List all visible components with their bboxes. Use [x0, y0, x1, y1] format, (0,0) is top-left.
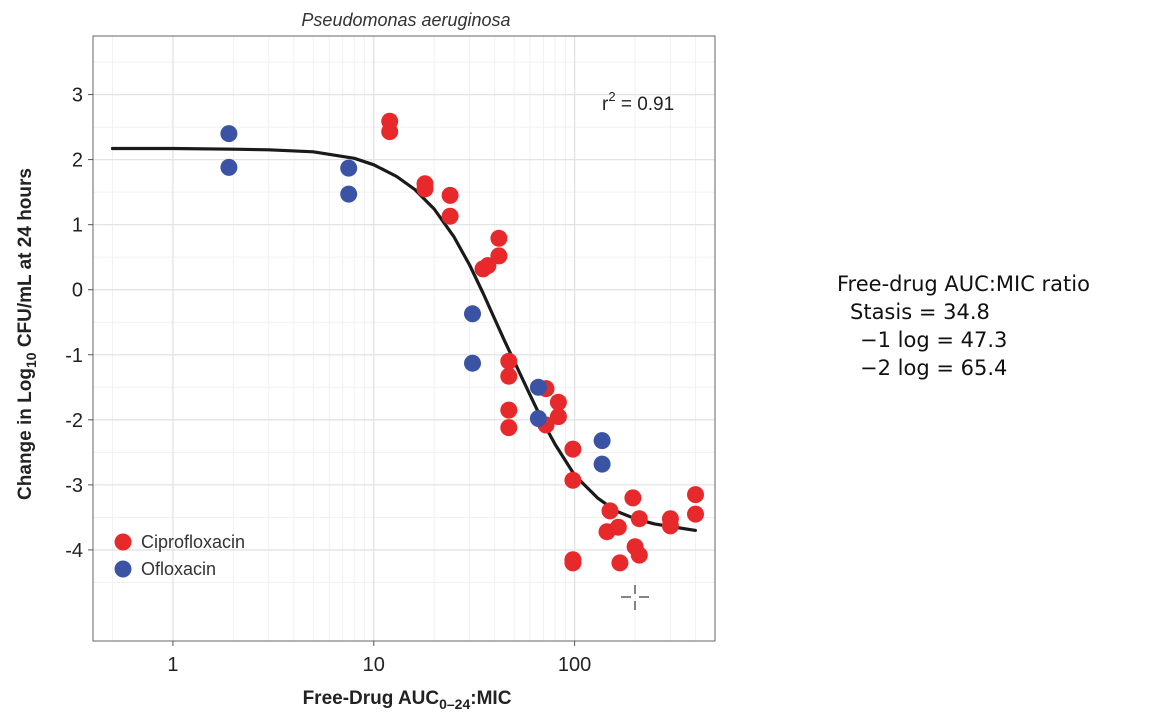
y-tick-label: 0	[72, 280, 83, 302]
data-point-ciprofloxacin	[490, 229, 508, 247]
x-axis-title-main: Free-Drug AUC	[303, 688, 440, 709]
two-log-row: −2 log = 65.4	[837, 354, 1090, 382]
data-point-ciprofloxacin	[416, 180, 434, 198]
one-log-row: −1 log = 47.3	[837, 326, 1090, 354]
one-log-separator: =	[929, 328, 961, 352]
data-point-ciprofloxacin	[687, 486, 704, 504]
y-axis-title-main: Change in Log	[15, 368, 36, 500]
x-axis-title-tail: :MIC	[470, 688, 511, 709]
data-point-ciprofloxacin	[630, 510, 648, 528]
data-point-ciprofloxacin	[564, 554, 582, 572]
data-point-ciprofloxacin	[564, 471, 582, 489]
data-point-ciprofloxacin	[441, 186, 459, 204]
one-log-value: 47.3	[960, 328, 1008, 352]
r-squared-annotation: r2 = 0.91	[602, 89, 674, 115]
legend-label-ofloxacin: Ofloxacin	[141, 559, 216, 579]
data-point-ofloxacin	[340, 185, 358, 203]
data-point-ciprofloxacin	[661, 517, 679, 535]
r-squared-sup: 2	[608, 89, 615, 104]
r-squared-base: r	[602, 94, 609, 115]
y-axis-title-sub: 10	[23, 352, 39, 368]
data-point-ofloxacin	[593, 455, 611, 473]
data-point-ciprofloxacin	[609, 518, 627, 536]
data-point-ofloxacin	[529, 378, 547, 396]
plot-frame	[92, 35, 716, 642]
auc-mic-ratio-heading: Free-drug AUC:MIC ratio	[837, 272, 1090, 296]
x-tick-label: 10	[363, 654, 385, 676]
legend-marker-ofloxacin	[114, 560, 132, 578]
data-point-ofloxacin	[340, 159, 358, 177]
x-tick-label: 1	[167, 654, 178, 676]
auc-mic-ratio-panel: Free-drug AUC:MIC ratio Stasis = 34.8 −1…	[837, 270, 1090, 382]
data-point-ciprofloxacin	[601, 502, 619, 520]
data-point-ciprofloxacin	[479, 257, 497, 275]
stasis-row: Stasis = 34.8	[837, 298, 1090, 326]
y-tick-label: -1	[65, 345, 83, 367]
data-point-ciprofloxacin	[549, 408, 567, 426]
y-tick-label: -3	[65, 475, 83, 497]
y-tick-label: -2	[65, 410, 83, 432]
y-tick-label: -4	[65, 540, 83, 562]
x-axis-title: Free-Drug AUC0–24:MIC	[303, 688, 512, 712]
data-point-ciprofloxacin	[490, 247, 508, 265]
data-point-ciprofloxacin	[500, 419, 518, 437]
two-log-value: 65.4	[960, 356, 1008, 380]
y-axis-title: Change in Log10 CFU/mL at 24 hours	[15, 168, 39, 500]
data-point-ciprofloxacin	[381, 123, 399, 141]
data-point-ciprofloxacin	[549, 393, 567, 411]
one-log-label: −1 log	[860, 328, 930, 352]
data-point-ofloxacin	[220, 158, 238, 176]
y-tick-label: 3	[72, 85, 83, 107]
two-log-separator: =	[929, 356, 961, 380]
data-point-ofloxacin	[220, 125, 238, 143]
data-point-ciprofloxacin	[611, 554, 629, 572]
points-layer	[220, 112, 704, 572]
data-point-ciprofloxacin	[500, 352, 518, 370]
legend-marker-ciprofloxacin	[114, 533, 132, 551]
data-point-ofloxacin	[464, 354, 481, 372]
data-point-ciprofloxacin	[564, 440, 582, 458]
data-point-ciprofloxacin	[500, 367, 518, 385]
data-point-ofloxacin	[529, 410, 547, 427]
y-tick-label: 2	[72, 150, 83, 172]
two-log-label: −2 log	[860, 356, 930, 380]
x-tick-label: 100	[558, 654, 591, 676]
legend: Ciprofloxacin Ofloxacin	[114, 532, 245, 579]
legend-label-ciprofloxacin: Ciprofloxacin	[141, 532, 245, 552]
fit-curve	[110, 146, 698, 532]
stasis-value: 34.8	[943, 300, 990, 324]
data-point-ciprofloxacin	[500, 401, 518, 419]
data-point-ofloxacin	[464, 305, 481, 323]
data-point-ciprofloxacin	[624, 489, 642, 507]
stasis-label: Stasis	[850, 300, 913, 324]
chart-title: Pseudomonas aeruginosa	[301, 10, 510, 30]
y-tick-label: 1	[72, 215, 83, 237]
data-point-ciprofloxacin	[630, 546, 648, 564]
r-squared-value: = 0.91	[616, 94, 675, 115]
stasis-separator: =	[912, 300, 944, 324]
data-point-ciprofloxacin	[441, 207, 459, 225]
data-point-ofloxacin	[593, 432, 611, 450]
y-axis-title-tail: CFU/mL at 24 hours	[15, 168, 36, 352]
crosshair-cursor-icon	[621, 585, 649, 610]
x-axis-title-sub: 0–24	[439, 696, 470, 712]
data-point-ciprofloxacin	[687, 505, 704, 523]
